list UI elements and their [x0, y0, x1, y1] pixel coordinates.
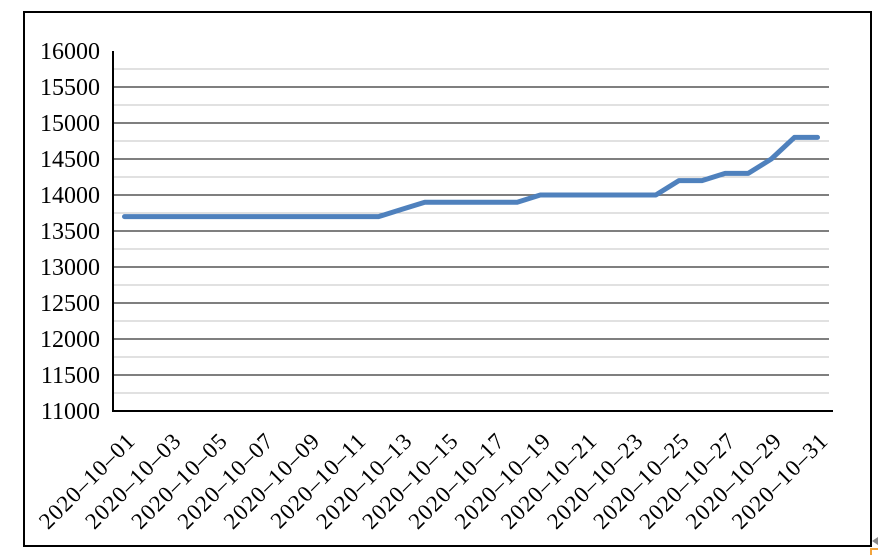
y-axis-label: 11500	[41, 363, 100, 389]
y-axis-label: 14000	[40, 183, 100, 209]
y-axis-label: 13500	[40, 219, 100, 245]
y-axis-label: 15500	[40, 75, 100, 101]
chart-frame[interactable]: 16000 15500 15000 14500 14000 13500 13000 12500…	[23, 11, 872, 547]
y-axis-label: 12500	[40, 291, 100, 317]
y-axis-label: 16000	[40, 39, 100, 65]
y-axis-label: 13000	[40, 255, 100, 281]
scroll-left-arrow-icon[interactable]	[872, 537, 878, 545]
y-axis-label: 15000	[40, 111, 100, 137]
y-axis-label: 11000	[41, 399, 100, 425]
cell-marker-icon	[870, 548, 878, 555]
y-axis-label: 14500	[40, 147, 100, 173]
y-axis-label: 12000	[40, 327, 100, 353]
data-series-line[interactable]	[122, 134, 820, 220]
line-chart: 16000 15500 15000 14500 14000 13500 13000 12500…	[34, 39, 833, 534]
